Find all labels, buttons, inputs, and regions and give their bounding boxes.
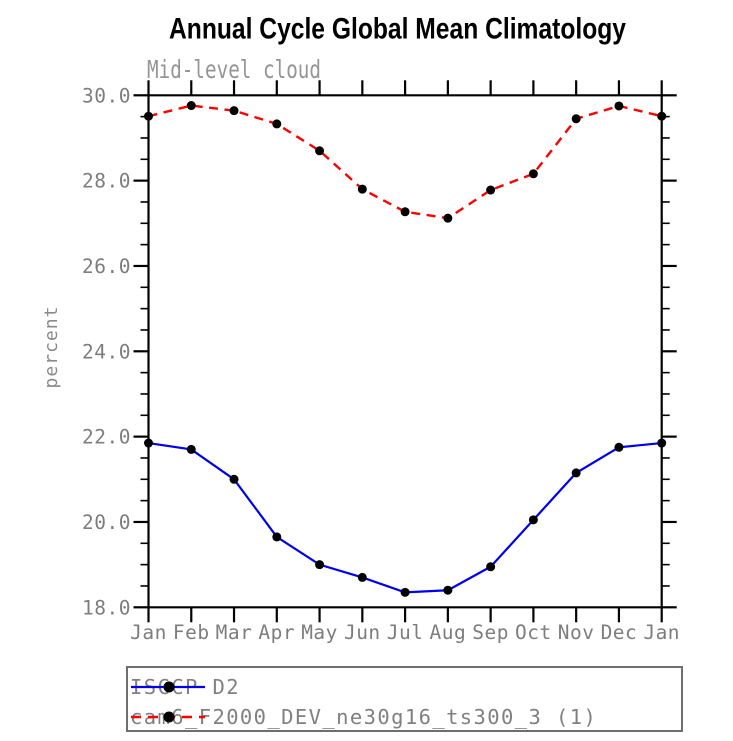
data-point-marker [528,515,538,525]
month-label: Jul [387,621,424,644]
chart-title: Annual Cycle Global Mean Climatology [169,13,626,46]
month-label: May [301,621,338,644]
legend-marker-icon [163,681,175,693]
plot-area: 18.0 20.0 22.0 24.0 26.0 28.0 30.0 Jan Feb Mar Apr… [82,80,680,644]
data-point-marker [144,111,153,121]
data-point-marker [571,114,581,124]
data-point-marker [528,169,538,179]
data-point-marker [186,101,196,111]
data-point-marker [357,184,367,194]
legend-entry-cam6: cam6_F2000_DEV_ne30g16_ts300_3 (1) [130,705,597,729]
month-label: Mar [216,621,253,644]
y-axis-title: percent [41,306,62,389]
data-point-marker [571,468,581,478]
y-tick-label: 20.0 [82,511,131,534]
month-label: Oct [515,621,552,644]
month-label: Nov [558,621,595,644]
y-tick-label: 26.0 [82,255,131,278]
y-tick-label: 30.0 [82,84,131,107]
data-point-marker [272,119,282,129]
month-label: Sep [472,621,509,644]
legend-label-cam6: cam6_F2000_DEV_ne30g16_ts300_3 (1) [130,705,598,729]
data-point-marker [486,562,496,572]
month-label: Jan [130,621,167,644]
data-point-marker [614,442,624,452]
data-point-marker [614,101,624,111]
data-point-marker [272,532,282,542]
data-point-marker [315,146,325,156]
data-point-marker [443,585,453,595]
month-label: Jun [344,621,381,644]
data-point-marker [144,438,153,448]
y-tick-label: 28.0 [82,170,131,193]
data-point-marker [657,438,667,448]
legend-entry-isccp: ISCCP D2 [130,675,240,699]
month-label: Dec [601,621,638,644]
data-point-marker [400,207,410,217]
y-tick-label: 18.0 [82,596,131,619]
month-label: Apr [258,621,295,644]
month-label: Aug [429,621,466,644]
series-line-dashed [148,104,662,220]
data-point-marker [315,560,325,570]
data-point-marker [357,572,367,582]
chart-subtitle: Mid-level cloud [147,55,321,84]
data-point-marker [400,587,410,597]
legend-marker-icon [163,711,175,723]
month-label: Feb [173,621,210,644]
data-point-marker [229,474,239,484]
data-point-marker [186,444,196,454]
legend-line-sample-solid-blue [131,681,205,693]
data-point-marker [486,185,496,195]
series-line-solid [148,441,662,594]
data-point-marker [443,213,453,223]
legend-line-sample-dashed-red [131,711,205,723]
y-tick-label: 24.0 [82,340,131,363]
data-point-marker [657,111,667,121]
legend: ISCCP D2 cam6_F2000_DEV_ne30g16_ts300_3 … [126,666,683,732]
data-point-marker [229,106,239,116]
month-label: Jan [643,621,680,644]
y-tick-label: 22.0 [82,426,131,449]
